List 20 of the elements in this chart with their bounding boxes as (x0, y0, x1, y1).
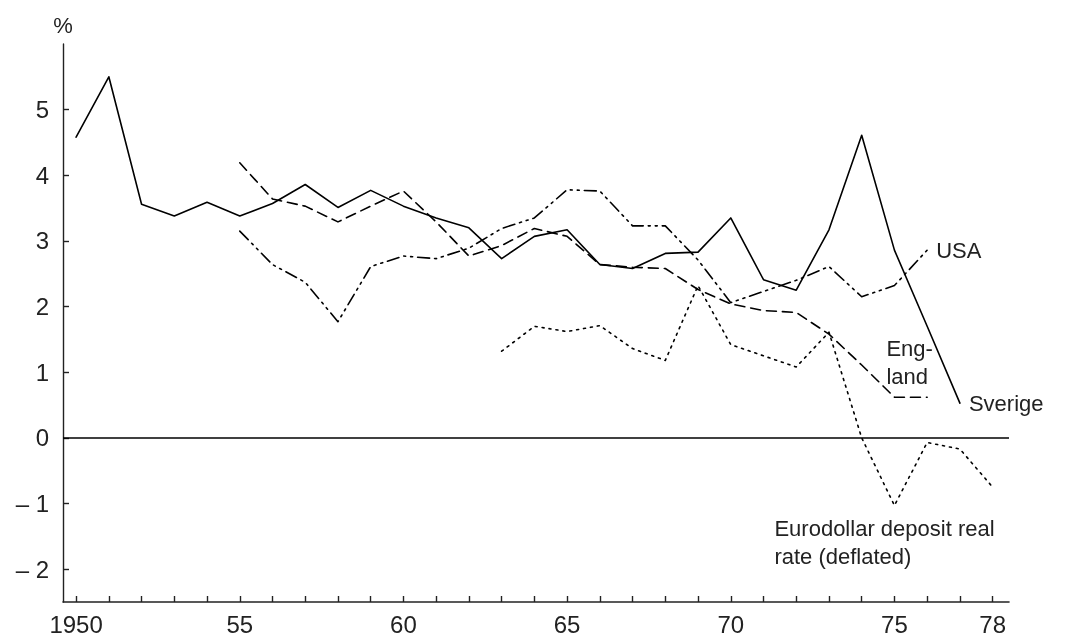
y-tick-label: 5 (35, 96, 49, 124)
y-tick-label: 2 (35, 293, 49, 321)
x-tick-label: 75 (881, 610, 908, 638)
series-label: Eurodollar deposit real rate (deflated) (774, 516, 995, 569)
y-tick-label: – 1 (15, 490, 49, 518)
y-tick-label: 3 (35, 227, 49, 255)
x-tick-label: 60 (390, 610, 417, 638)
x-tick-label: 78 (979, 610, 1006, 638)
series-label: USA (936, 237, 982, 263)
series-label: Eng- land (886, 335, 933, 389)
x-tick-label: 55 (226, 610, 254, 638)
y-tick-label: 0 (35, 424, 49, 452)
y-tick-label: 1 (35, 358, 49, 386)
x-tick-label: 65 (553, 610, 581, 638)
y-tick-label: 4 (35, 161, 49, 189)
y-tick-label: – 2 (15, 555, 49, 583)
x-tick-label: 70 (717, 610, 745, 638)
y-axis-title: % (53, 12, 73, 38)
series-label: Sverige (968, 390, 1044, 416)
x-tick-label: 1950 (49, 610, 103, 638)
